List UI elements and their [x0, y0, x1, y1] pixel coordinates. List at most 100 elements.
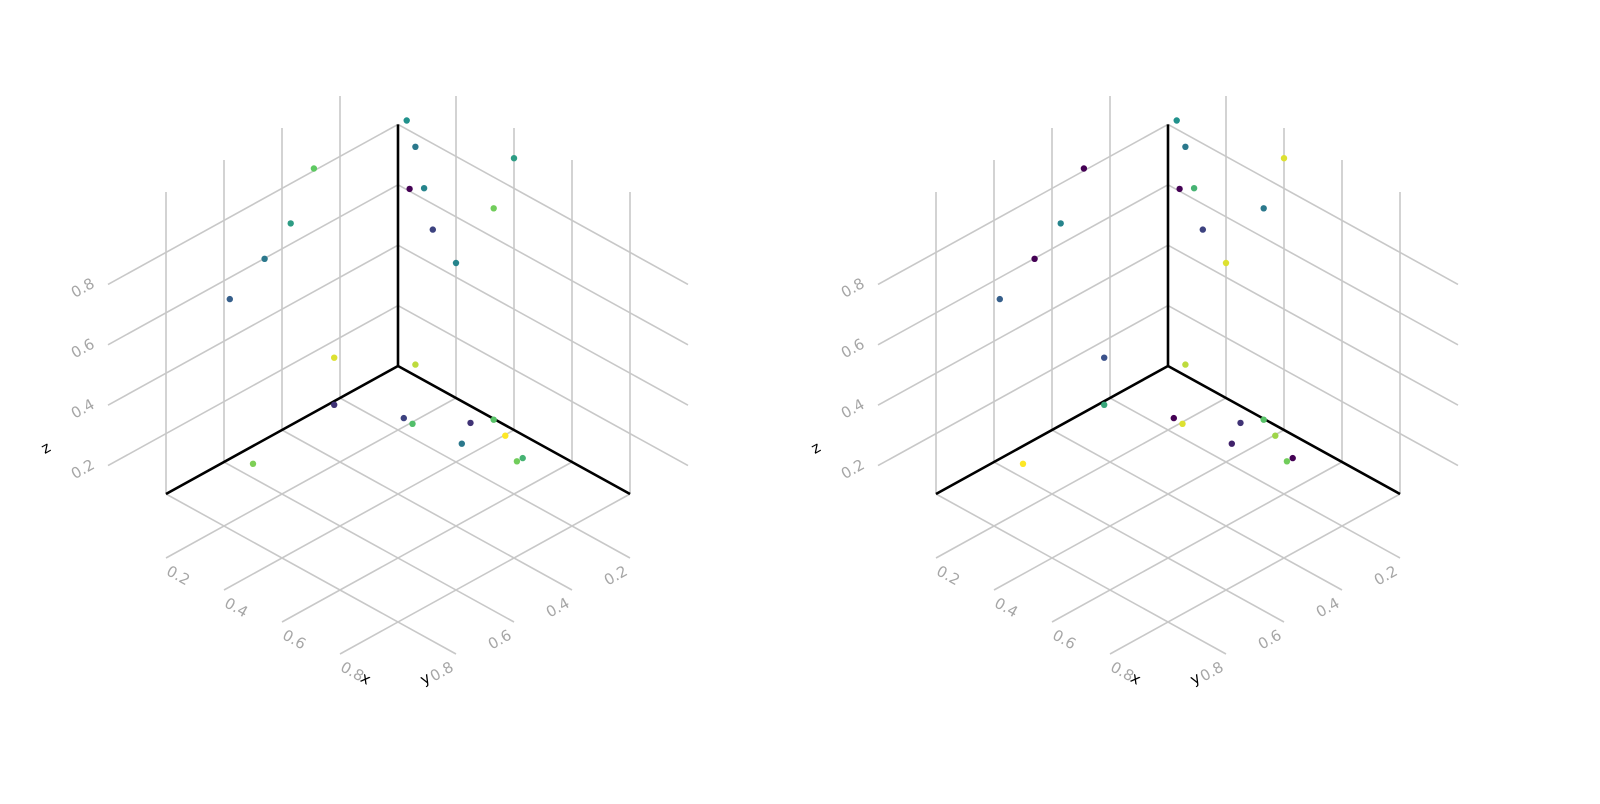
scatter-point	[261, 255, 268, 262]
scatter-point	[400, 414, 407, 422]
floor-grid-line-x	[339, 493, 631, 655]
floor-grid-line-x	[993, 429, 1285, 591]
grid-lines	[107, 96, 689, 655]
axis-spines	[165, 124, 631, 496]
scatter-points	[996, 117, 1296, 467]
y-tick-label: 0.2	[1371, 562, 1401, 589]
axis-labels: x yz	[38, 438, 434, 689]
scatter-point	[510, 155, 518, 162]
floor-grid-line-y	[935, 493, 1227, 655]
scatter-point	[1260, 416, 1267, 423]
scatter-point	[1199, 226, 1207, 233]
z-tick-label: 0.8	[838, 274, 868, 301]
left-wall-grid-line-z	[877, 304, 1169, 467]
floor-grid-line-x	[281, 461, 573, 623]
scatter-point	[1182, 361, 1189, 368]
floor-grid-line-y	[1109, 397, 1401, 559]
scatter-point	[1228, 440, 1236, 447]
scatter-point	[1280, 155, 1288, 162]
z-axis-label: z	[38, 438, 54, 458]
scatter-point	[1019, 460, 1027, 467]
scatter-point	[249, 460, 257, 467]
right-wall-grid-line-z	[1167, 244, 1459, 406]
scatter-point	[1272, 432, 1279, 439]
floor-grid-line-y	[281, 429, 573, 591]
y-tick-label: 0.6	[1255, 626, 1285, 653]
scatter-point	[1176, 185, 1183, 193]
scatter-panel-1: 0.20.40.60.80.20.40.60.80.20.40.60.8x yz	[38, 96, 689, 689]
right-wall-grid-line-z	[1167, 184, 1459, 346]
x-tick-label: 0.6	[1049, 626, 1079, 653]
right-wall-grid-line-z	[397, 304, 689, 467]
z-tick-label: 0.2	[68, 456, 98, 483]
y-tick-label: 0.4	[1313, 594, 1343, 621]
z-axis-label: z	[808, 438, 824, 458]
floor-grid-line-y	[339, 397, 631, 559]
axis-labels: x yz	[808, 438, 1204, 689]
tick-labels: 0.20.40.60.80.20.40.60.80.20.40.60.8	[68, 274, 631, 685]
floor-grid-line-x	[1109, 493, 1401, 655]
scatter-point	[1173, 117, 1180, 124]
x-tick-label: 0.4	[221, 594, 251, 621]
right-wall-grid-line-z	[397, 123, 689, 286]
left-wall-grid-line-z	[107, 244, 399, 406]
y-tick-label: 0.4	[543, 594, 573, 621]
scatter-point	[1080, 165, 1088, 172]
scatter-point	[226, 295, 233, 303]
floor-grid-line-x	[935, 397, 1227, 559]
z-tick-label: 0.4	[68, 395, 98, 422]
x-tick-label: 0.4	[991, 594, 1021, 621]
scatter-point	[996, 295, 1003, 303]
x-tick-label: 0.6	[279, 626, 309, 653]
scatter-point	[1283, 458, 1291, 465]
left-wall-grid-line-z	[107, 123, 399, 286]
x-tick-label: 0.2	[163, 562, 193, 589]
y-axis-line	[165, 364, 399, 496]
x-tick-label: 0.2	[933, 562, 963, 589]
scatter-point	[429, 226, 436, 233]
z-tick-label: 0.6	[68, 335, 98, 362]
right-wall-grid-line-z	[397, 184, 689, 346]
scatter-point	[331, 354, 338, 361]
floor-grid-line-x	[165, 397, 457, 559]
scatter-point	[310, 165, 318, 172]
left-wall-grid-line-z	[107, 304, 399, 467]
scatter-point	[1031, 255, 1038, 262]
scatter-point	[502, 432, 509, 439]
left-wall-grid-line-z	[107, 184, 399, 346]
scatter-points	[226, 117, 526, 467]
floor-grid-line-x	[1051, 461, 1343, 623]
y-tick-label: 0.6	[485, 626, 515, 653]
left-wall-grid-line-z	[877, 244, 1169, 406]
scatter-point	[1101, 401, 1108, 408]
z-tick-label: 0.6	[838, 335, 868, 362]
scatter-point	[513, 458, 521, 465]
scatter-point	[1190, 185, 1198, 192]
scatter-point	[1260, 205, 1267, 212]
scatter-point	[403, 117, 410, 124]
scatter-point	[452, 259, 460, 267]
right-wall-grid-line-z	[1167, 304, 1459, 467]
scatter-panel-2: 0.20.40.60.80.20.40.60.80.20.40.60.8x yz	[808, 96, 1459, 689]
scatter-point	[409, 420, 416, 427]
z-tick-label: 0.8	[68, 274, 98, 301]
floor-grid-line-x	[223, 429, 515, 591]
scatter-point	[1170, 414, 1178, 422]
tick-labels: 0.20.40.60.80.20.40.60.80.20.40.60.8	[838, 274, 1401, 685]
scatter-point	[1222, 259, 1230, 267]
floor-grid-line-y	[993, 461, 1285, 623]
y-axis-line	[935, 364, 1169, 496]
right-wall-grid-line-z	[1167, 123, 1459, 286]
scatter-point	[467, 419, 474, 427]
scatter-point	[1289, 454, 1296, 462]
scatter-point	[1237, 419, 1244, 427]
scatter-point	[287, 220, 294, 227]
scatter-point	[458, 440, 465, 447]
floor-grid-line-y	[165, 493, 457, 655]
x-axis-line	[1167, 364, 1401, 496]
right-wall-grid-line-z	[397, 244, 689, 406]
z-tick-label: 0.2	[838, 456, 868, 483]
grid-lines	[877, 96, 1459, 655]
